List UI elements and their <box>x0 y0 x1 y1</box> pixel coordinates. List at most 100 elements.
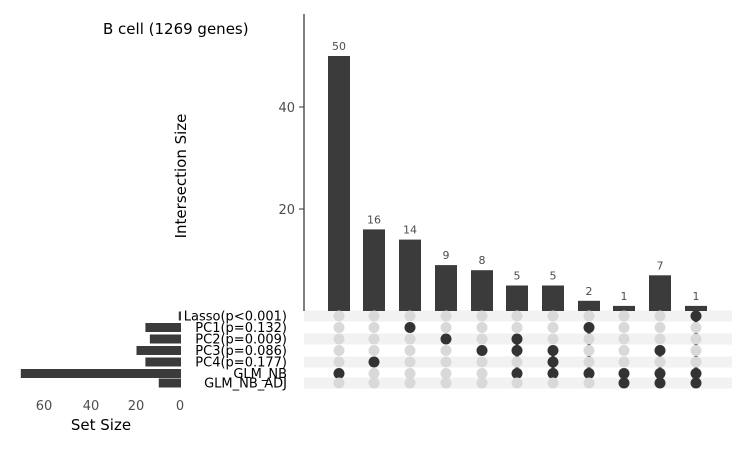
matrix-dot-active <box>618 368 630 379</box>
set-size-tick-label: 20 <box>128 399 145 414</box>
matrix-dot-inactive <box>476 333 488 345</box>
matrix-dot-inactive <box>404 368 416 379</box>
matrix-dot-inactive <box>547 310 559 322</box>
y-tick-label: 20 <box>278 203 295 218</box>
matrix-dot-inactive <box>583 333 595 345</box>
intersection-bars: 50 16 14 9 8 5 5 2 1 7 1 <box>328 40 707 311</box>
set-size-tick-label: 60 <box>36 399 53 414</box>
matrix-dot-active <box>618 377 630 389</box>
matrix-dot-inactive <box>654 322 666 333</box>
matrix-dot-active <box>690 310 702 322</box>
bar-value-label: 50 <box>332 40 346 53</box>
matrix-dot-inactive <box>547 322 559 333</box>
set-label: Lasso(p<0.001) <box>184 310 287 325</box>
matrix-dot-active <box>404 322 416 333</box>
matrix-dot-inactive <box>618 310 630 322</box>
matrix-dot-inactive <box>333 333 345 345</box>
intersection-bar <box>685 305 707 311</box>
y-tick-label: 40 <box>278 101 295 116</box>
set-label: PC2(p=0.009) <box>195 333 287 348</box>
bar-value-label: 14 <box>403 224 417 237</box>
matrix-dot-inactive <box>654 310 666 322</box>
matrix-dot-inactive <box>583 377 595 389</box>
matrix-dot-inactive <box>404 333 416 345</box>
bar-value-label: 5 <box>550 270 557 283</box>
intersection-bar <box>328 56 350 311</box>
matrix-dot-inactive <box>583 345 595 356</box>
matrix-dot-inactive <box>618 333 630 345</box>
intersection-bar <box>471 270 493 311</box>
matrix-dot-inactive <box>476 310 488 322</box>
matrix-dot-active <box>547 345 559 356</box>
set-label: GLM_NB <box>233 367 287 382</box>
matrix-dot-inactive <box>404 345 416 356</box>
set-size-bar <box>20 369 181 378</box>
set-size-bar <box>178 311 181 321</box>
matrix-dot-inactive <box>368 377 380 389</box>
set-label: GLM_NB_ADJ <box>204 377 287 392</box>
set-labels: Lasso(p<0.001)PC1(p=0.132)PC2(p=0.009)PC… <box>184 310 287 392</box>
matrix-dot-inactive <box>404 377 416 389</box>
matrix-dot-active <box>654 377 666 389</box>
intersection-bar <box>649 275 671 311</box>
set-size-bar <box>158 378 181 388</box>
matrix-dot-active <box>511 368 523 379</box>
matrix-dot-active <box>547 356 559 368</box>
matrix-dot-active <box>690 368 702 379</box>
matrix-dot-inactive <box>476 322 488 333</box>
matrix-dots <box>333 310 702 389</box>
matrix-dot-inactive <box>690 345 702 356</box>
matrix-dot-inactive <box>618 356 630 368</box>
matrix-dot-inactive <box>511 310 523 322</box>
matrix-dot-inactive <box>547 377 559 389</box>
matrix-dot-active <box>440 333 452 345</box>
bar-value-label: 1 <box>621 290 628 303</box>
matrix-dot-inactive <box>333 310 345 322</box>
matrix-dot-inactive <box>368 333 380 345</box>
intersection-bar <box>399 239 421 311</box>
matrix-dot-inactive <box>404 310 416 322</box>
matrix-dot-inactive <box>583 356 595 368</box>
bar-value-label: 7 <box>657 259 664 272</box>
matrix-dot-inactive <box>368 345 380 356</box>
set-label: PC4(p=0.177) <box>195 356 287 371</box>
set-size-tick-label: 40 <box>83 399 100 414</box>
chart-title: B cell (1269 genes) <box>103 20 249 38</box>
intersection-bar <box>542 285 564 311</box>
matrix-dot-active <box>654 368 666 379</box>
matrix-dot-inactive <box>511 322 523 333</box>
matrix-dot-inactive <box>333 377 345 389</box>
matrix-dot-inactive <box>440 377 452 389</box>
matrix-dot-active <box>511 333 523 345</box>
bar-value-label: 5 <box>514 270 521 283</box>
set-size-bar <box>136 346 181 355</box>
matrix-dot-active <box>547 368 559 379</box>
matrix-dot-active <box>583 368 595 379</box>
matrix-dot-inactive <box>511 377 523 389</box>
matrix-dot-inactive <box>368 368 380 379</box>
matrix-dot-inactive <box>476 356 488 368</box>
bar-value-label: 8 <box>479 254 486 267</box>
matrix-dot-inactive <box>476 368 488 379</box>
set-size-bars <box>20 311 181 388</box>
matrix-dot-inactive <box>618 322 630 333</box>
bar-value-label: 16 <box>367 213 381 226</box>
matrix-dot-inactive <box>404 356 416 368</box>
matrix-dot-inactive <box>440 345 452 356</box>
set-size-bar <box>149 334 181 344</box>
matrix-dot-inactive <box>547 333 559 345</box>
bar-value-label: 2 <box>586 285 593 298</box>
matrix-dot-active <box>476 345 488 356</box>
set-size-bar <box>145 323 181 332</box>
matrix-dot-inactive <box>690 322 702 333</box>
set-size-ticks: 60 40 20 0 <box>36 399 184 414</box>
matrix-dot-inactive <box>333 345 345 356</box>
matrix-dot-active <box>690 377 702 389</box>
set-size-label: Set Size <box>71 416 131 434</box>
matrix-dot-inactive <box>690 333 702 345</box>
intersection-bar <box>435 265 457 311</box>
intersection-bar <box>578 300 600 311</box>
matrix-dot-inactive <box>618 345 630 356</box>
